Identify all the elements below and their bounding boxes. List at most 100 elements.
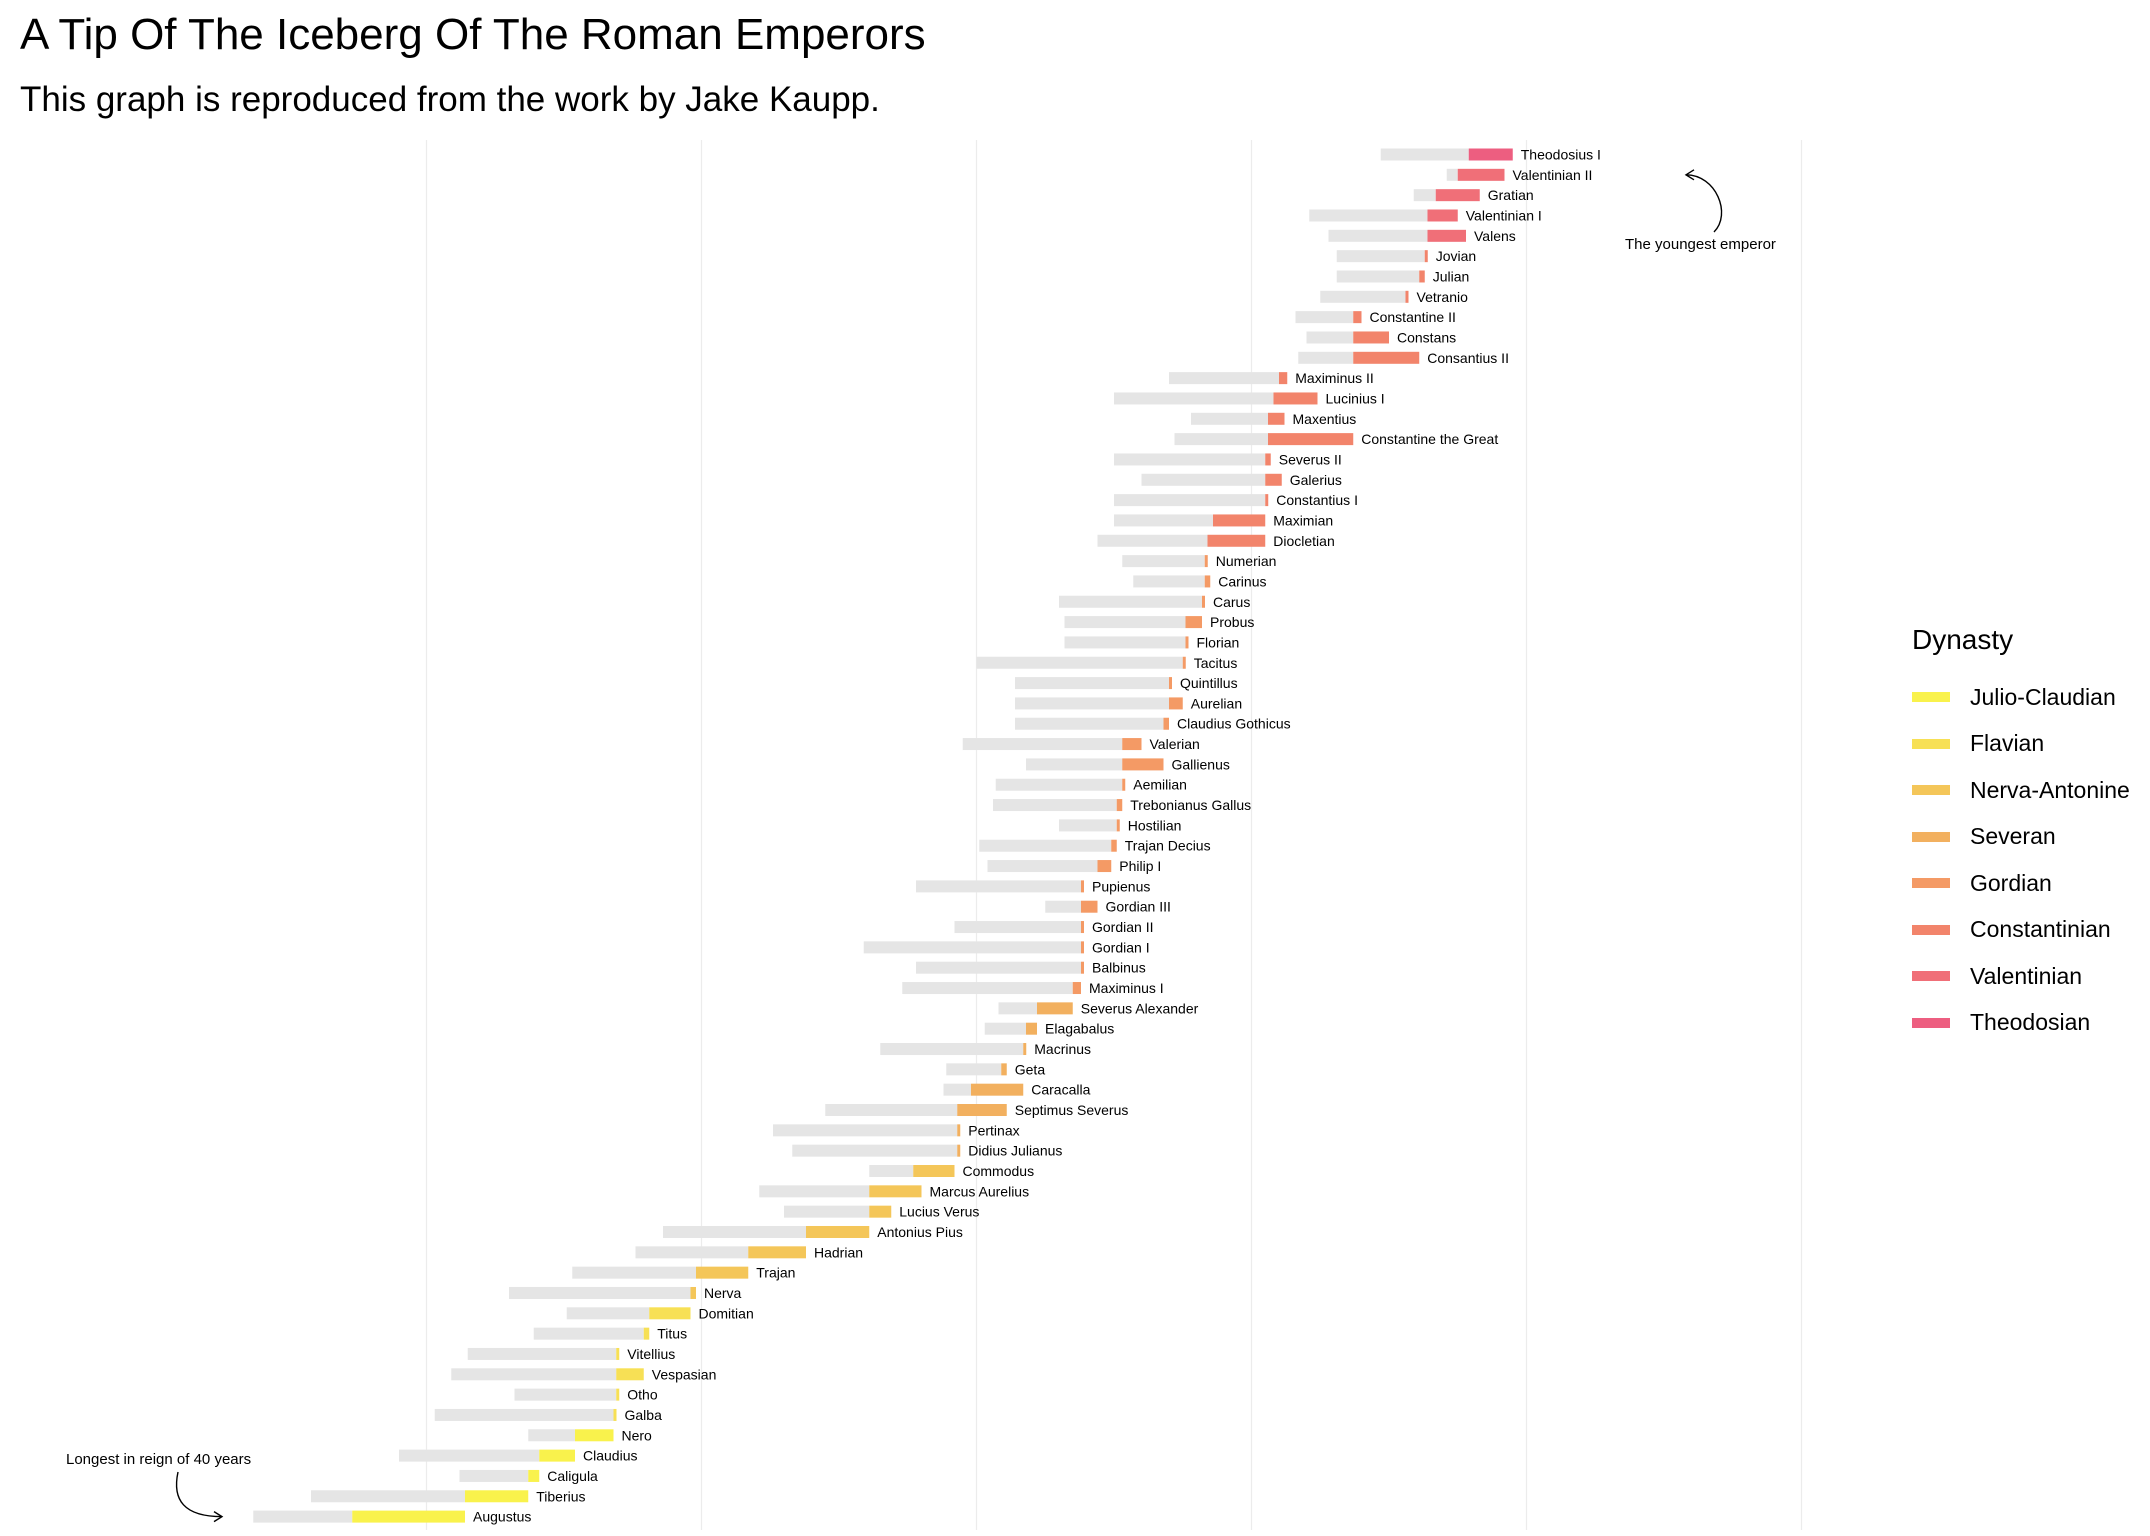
emperor-row: Elagabalus	[984, 1021, 1114, 1037]
emperor-row: Constantine II	[1295, 309, 1456, 325]
emperor-row: Pupienus	[916, 878, 1150, 894]
emperor-row: Balbinus	[916, 960, 1146, 976]
emperor-row: Jovian	[1336, 248, 1476, 264]
emperor-row: Julian	[1336, 268, 1469, 284]
reign-bar	[1081, 921, 1084, 934]
reign-bar	[748, 1246, 806, 1259]
emperor-row: Caracalla	[943, 1082, 1091, 1098]
emperor-row: Titus	[533, 1326, 687, 1342]
reign-bar	[1122, 738, 1142, 751]
lifetime-bar	[663, 1225, 806, 1238]
emperor-row: Galba	[434, 1407, 662, 1423]
emperor-label: Titus	[657, 1326, 687, 1342]
emperor-rows: Augustus Tiberius Caligula Claudius Nero Galb…	[253, 147, 1601, 1525]
lifetime-bar	[1064, 616, 1186, 629]
emperor-label: Gordian III	[1106, 899, 1171, 915]
lifetime-bar	[984, 1022, 1026, 1035]
lifetime-bar	[1309, 209, 1428, 222]
emperor-row: Macrinus	[880, 1041, 1091, 1057]
emperor-row: Trebonianus Gallus	[993, 797, 1251, 813]
emperor-label: Gallienus	[1172, 756, 1230, 772]
reign-bar	[616, 1347, 620, 1360]
emperor-row: Gratian	[1413, 187, 1534, 203]
lifetime-bar	[946, 1063, 1002, 1076]
reign-bar	[575, 1429, 614, 1442]
reign-bar	[971, 1083, 1024, 1096]
lifetime-bar	[1015, 677, 1169, 690]
lifetime-bar	[1298, 351, 1354, 364]
emperor-label: Vetranio	[1417, 289, 1469, 305]
lifetime-bar	[635, 1246, 749, 1259]
emperor-row: Aurelian	[1015, 695, 1242, 711]
reign-bar	[869, 1185, 922, 1198]
lifetime-bar	[1114, 392, 1274, 405]
lifetime-bar	[1114, 514, 1213, 527]
arrowhead-icon	[213, 1511, 224, 1523]
lifetime-bar	[1328, 229, 1428, 242]
reign-bar	[1268, 412, 1285, 425]
lifetime-bar	[467, 1347, 617, 1360]
lifetime-bar	[1336, 250, 1425, 263]
emperor-label: Galerius	[1290, 472, 1342, 488]
reign-bar	[613, 1408, 617, 1421]
emperor-label: Lucinius I	[1326, 390, 1385, 406]
reign-bar	[1213, 514, 1266, 527]
emperor-label: Constantius I	[1276, 492, 1358, 508]
emperor-row: Probus	[1064, 614, 1254, 630]
reign-bar	[1265, 473, 1282, 486]
emperor-row: Valens	[1328, 228, 1516, 244]
emperor-label: Antonius Pius	[877, 1224, 963, 1240]
emperor-label: Constantine II	[1370, 309, 1456, 325]
emperor-label: Carus	[1213, 594, 1250, 610]
emperor-row: Claudius Gothicus	[1015, 716, 1291, 732]
emperor-row: Augustus	[253, 1509, 531, 1525]
emperor-row: Nerva	[509, 1285, 742, 1301]
emperor-row: Gordian II	[954, 919, 1153, 935]
reign-bar	[1001, 1063, 1007, 1076]
timeline-chart: Augustus Tiberius Caligula Claudius Nero Galb…	[66, 140, 1803, 1530]
lifetime-bar	[962, 738, 1123, 751]
emperor-label: Pupienus	[1092, 878, 1150, 894]
emperor-label: Aemilian	[1133, 777, 1187, 793]
reign-bar	[1169, 677, 1172, 690]
legend-items: Julio-Claudian Flavian Nerva-Antonine Sever…	[1912, 674, 2130, 1046]
legend-item: Gordian	[1912, 860, 2130, 907]
emperor-label: Caligula	[547, 1468, 598, 1484]
emperor-label: Gratian	[1488, 187, 1534, 203]
annotation-arrow	[1685, 174, 1723, 233]
emperor-row: Gordian I	[863, 939, 1150, 955]
emperor-label: Severus Alexander	[1081, 1000, 1199, 1016]
emperor-row: Gallienus	[1026, 756, 1230, 772]
emperor-label: Diocletian	[1273, 533, 1334, 549]
legend-swatch	[1912, 924, 1950, 935]
lifetime-bar	[1114, 453, 1266, 466]
emperor-row: Otho	[514, 1387, 658, 1403]
legend-label: Flavian	[1970, 730, 2045, 757]
reign-bar	[643, 1327, 650, 1340]
reign-bar	[957, 1104, 1007, 1117]
lifetime-bar	[869, 1165, 914, 1177]
lifetime-bar	[253, 1510, 353, 1523]
emperor-label: Constans	[1397, 329, 1456, 345]
emperor-label: Maximinus II	[1295, 370, 1374, 386]
emperor-row: Maximian	[1114, 512, 1333, 528]
reign-bar	[1097, 860, 1112, 873]
reign-bar	[1116, 819, 1120, 832]
lifetime-bar	[566, 1307, 650, 1320]
reign-bar	[1081, 941, 1084, 954]
emperor-row: Lucius Verus	[784, 1204, 979, 1220]
emperor-label: Geta	[1015, 1061, 1046, 1077]
lifetime-bar	[902, 982, 1073, 995]
legend-label: Gordian	[1970, 869, 2052, 896]
lifetime-bar	[979, 839, 1112, 852]
emperor-label: Valentinian II	[1513, 167, 1593, 183]
reign-bar	[1353, 331, 1389, 344]
emperor-row: Geta	[946, 1061, 1045, 1077]
lifetime-bar	[509, 1286, 691, 1299]
lifetime-bar	[1446, 168, 1458, 181]
emperor-label: Macrinus	[1034, 1041, 1091, 1057]
emperor-label: Caracalla	[1031, 1082, 1090, 1098]
reign-bar	[1468, 148, 1513, 161]
reign-bar	[1202, 595, 1205, 608]
lifetime-bar	[954, 921, 1081, 934]
